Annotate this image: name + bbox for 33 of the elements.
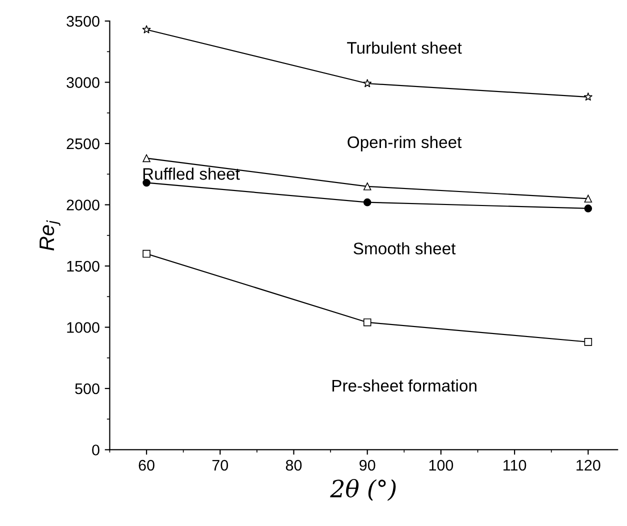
point [584,92,593,101]
point [363,318,372,326]
annotation: Open-rim sheet [348,136,462,152]
annotation: Turbulent sheet [347,42,462,54]
point [142,25,151,34]
y-tick-label: 1000 [67,322,100,333]
point [363,182,372,190]
point [142,154,150,162]
annotation: Pre-sheet formation [332,379,476,392]
x-axis-title: 2θ (°) [330,479,396,501]
point [363,198,372,206]
y-axis-title: Re$_{j}$ [40,220,60,250]
point [584,338,592,346]
y-tick-label: 3500 [66,16,100,27]
point [584,194,592,203]
x-tick-label: 120 [576,460,600,471]
y-tick-label: 1500 [67,260,100,272]
annotation: Ruffled sheet [143,168,240,180]
point [584,204,592,212]
y-tick-label: 3000 [66,77,100,88]
y-tick-label: 0 [92,444,100,456]
y-tick-label: 500 [75,383,100,394]
x-tick-label: 70 [212,460,228,471]
y-tick-label: 2500 [66,138,100,150]
annotation: Smooth sheet [354,242,456,254]
x-tick-label: 90 [360,460,376,471]
point [142,250,150,258]
x-tick-label: 110 [504,460,526,471]
x-tick-label: 80 [286,460,302,471]
point [362,78,372,88]
x-tick-label: 100 [429,460,454,471]
y-tick-label: 2000 [66,200,100,210]
x-tick-label: 60 [138,460,154,471]
